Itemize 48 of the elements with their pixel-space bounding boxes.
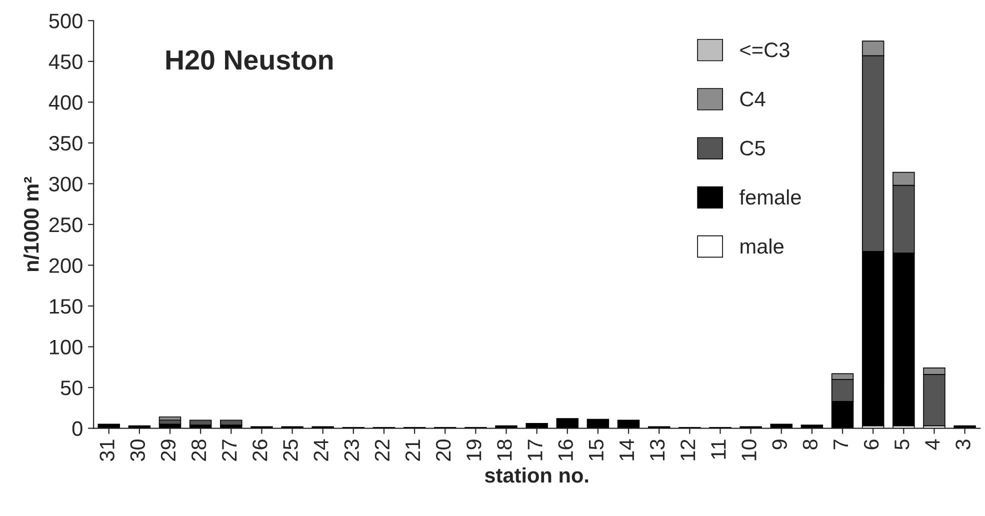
y-tick-label: 450	[48, 54, 82, 70]
x-tick-label: 31	[100, 440, 114, 462]
y-axis-title: n/1000 m²	[23, 176, 39, 272]
y-tick-label: 100	[50, 340, 82, 355]
x-tick-label: 18	[497, 440, 512, 460]
y-tick-label: 0	[72, 421, 82, 436]
legend-label: C5	[740, 140, 765, 156]
x-tick-label: 15	[589, 440, 604, 460]
x-tick-label: 16	[558, 440, 573, 460]
x-tick-label: 23	[344, 440, 360, 461]
x-tick-label: 3	[956, 440, 970, 450]
x-tick-label: 29	[160, 440, 176, 461]
y-tick-label: 500	[49, 14, 82, 28]
y-tick-label: 350	[49, 136, 82, 151]
x-tick-label: 5	[894, 440, 910, 450]
x-tick-label: 12	[680, 440, 696, 460]
x-tick-label: 13	[650, 440, 665, 460]
y-tick-label: 200	[49, 258, 82, 273]
x-tick-label: 28	[191, 440, 206, 461]
x-tick-label: 11	[711, 440, 726, 459]
legend-label: C4	[740, 92, 766, 106]
legend-label: <=C3	[740, 42, 790, 58]
y-tick-label: 300	[49, 176, 82, 192]
x-axis-title: station no.	[484, 467, 588, 483]
text: H20 Neuston	[166, 50, 333, 70]
x-tick-label: 24	[314, 439, 328, 461]
y-tick-label: 250	[49, 217, 82, 232]
x-tick-label: 19	[466, 440, 482, 460]
x-tick-label: 27	[222, 440, 237, 461]
x-tick-label: 20	[436, 440, 451, 461]
legend-label: male	[740, 238, 784, 254]
y-tick-label: 400	[48, 95, 82, 110]
x-tick-label: 7	[834, 440, 848, 450]
x-tick-label: 25	[283, 440, 298, 461]
x-tick-label: 21	[405, 440, 420, 461]
x-tick-label: 14	[620, 439, 634, 460]
x-tick-label: 10	[742, 440, 756, 460]
x-tick-label: 30	[130, 440, 146, 462]
x-tick-label: 26	[252, 440, 268, 461]
x-tick-label: 4	[925, 439, 940, 450]
y-tick-label: 150	[50, 298, 82, 314]
x-tick-label: 9	[772, 440, 787, 450]
legend-label: female	[740, 189, 801, 205]
x-tick-label: 17	[528, 440, 542, 460]
y-tick-label: 50	[60, 380, 82, 396]
x-tick-label: 8	[802, 440, 818, 450]
x-tick-label: 6	[864, 440, 879, 450]
x-tick-label: 22	[374, 440, 390, 461]
